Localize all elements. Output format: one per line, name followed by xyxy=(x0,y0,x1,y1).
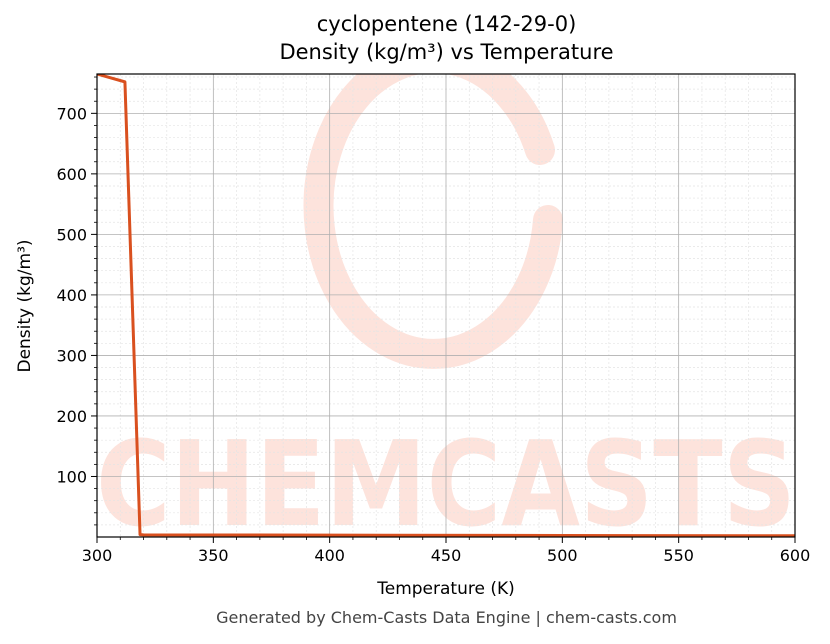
major-grid xyxy=(96,74,796,537)
y-tick-label: 500 xyxy=(56,225,87,244)
y-tick-label: 700 xyxy=(56,104,87,123)
x-axis-label: Temperature (K) xyxy=(376,579,515,599)
y-axis-label: Density (kg/m³) xyxy=(15,239,35,372)
y-tick-label: 200 xyxy=(56,407,87,426)
x-tick-label: 400 xyxy=(314,546,345,565)
y-axis-ticks: 100 200 300 400 500 600 700 xyxy=(56,76,97,526)
y-tick-label: 100 xyxy=(56,467,87,486)
footer-credit: Generated by Chem-Casts Data Engine | ch… xyxy=(216,608,677,627)
x-tick-label: 550 xyxy=(663,546,694,565)
y-tick-label: 600 xyxy=(56,165,87,184)
chart-title: cyclopentene (142-29-0) xyxy=(316,12,577,36)
x-tick-label: 450 xyxy=(431,546,462,565)
series-layer xyxy=(97,74,795,537)
y-tick-label: 300 xyxy=(56,346,87,365)
watermark-logo-arc xyxy=(303,74,563,369)
x-axis-ticks: 300 350 400 450 500 550 600 xyxy=(82,537,811,565)
chart-subtitle: Density (kg/m³) vs Temperature xyxy=(279,40,614,64)
y-tick-label: 400 xyxy=(56,286,87,305)
x-tick-label: 300 xyxy=(82,546,113,565)
density-series-line xyxy=(97,74,795,537)
x-tick-label: 600 xyxy=(780,546,811,565)
x-tick-label: 350 xyxy=(198,546,229,565)
x-tick-label: 500 xyxy=(547,546,578,565)
